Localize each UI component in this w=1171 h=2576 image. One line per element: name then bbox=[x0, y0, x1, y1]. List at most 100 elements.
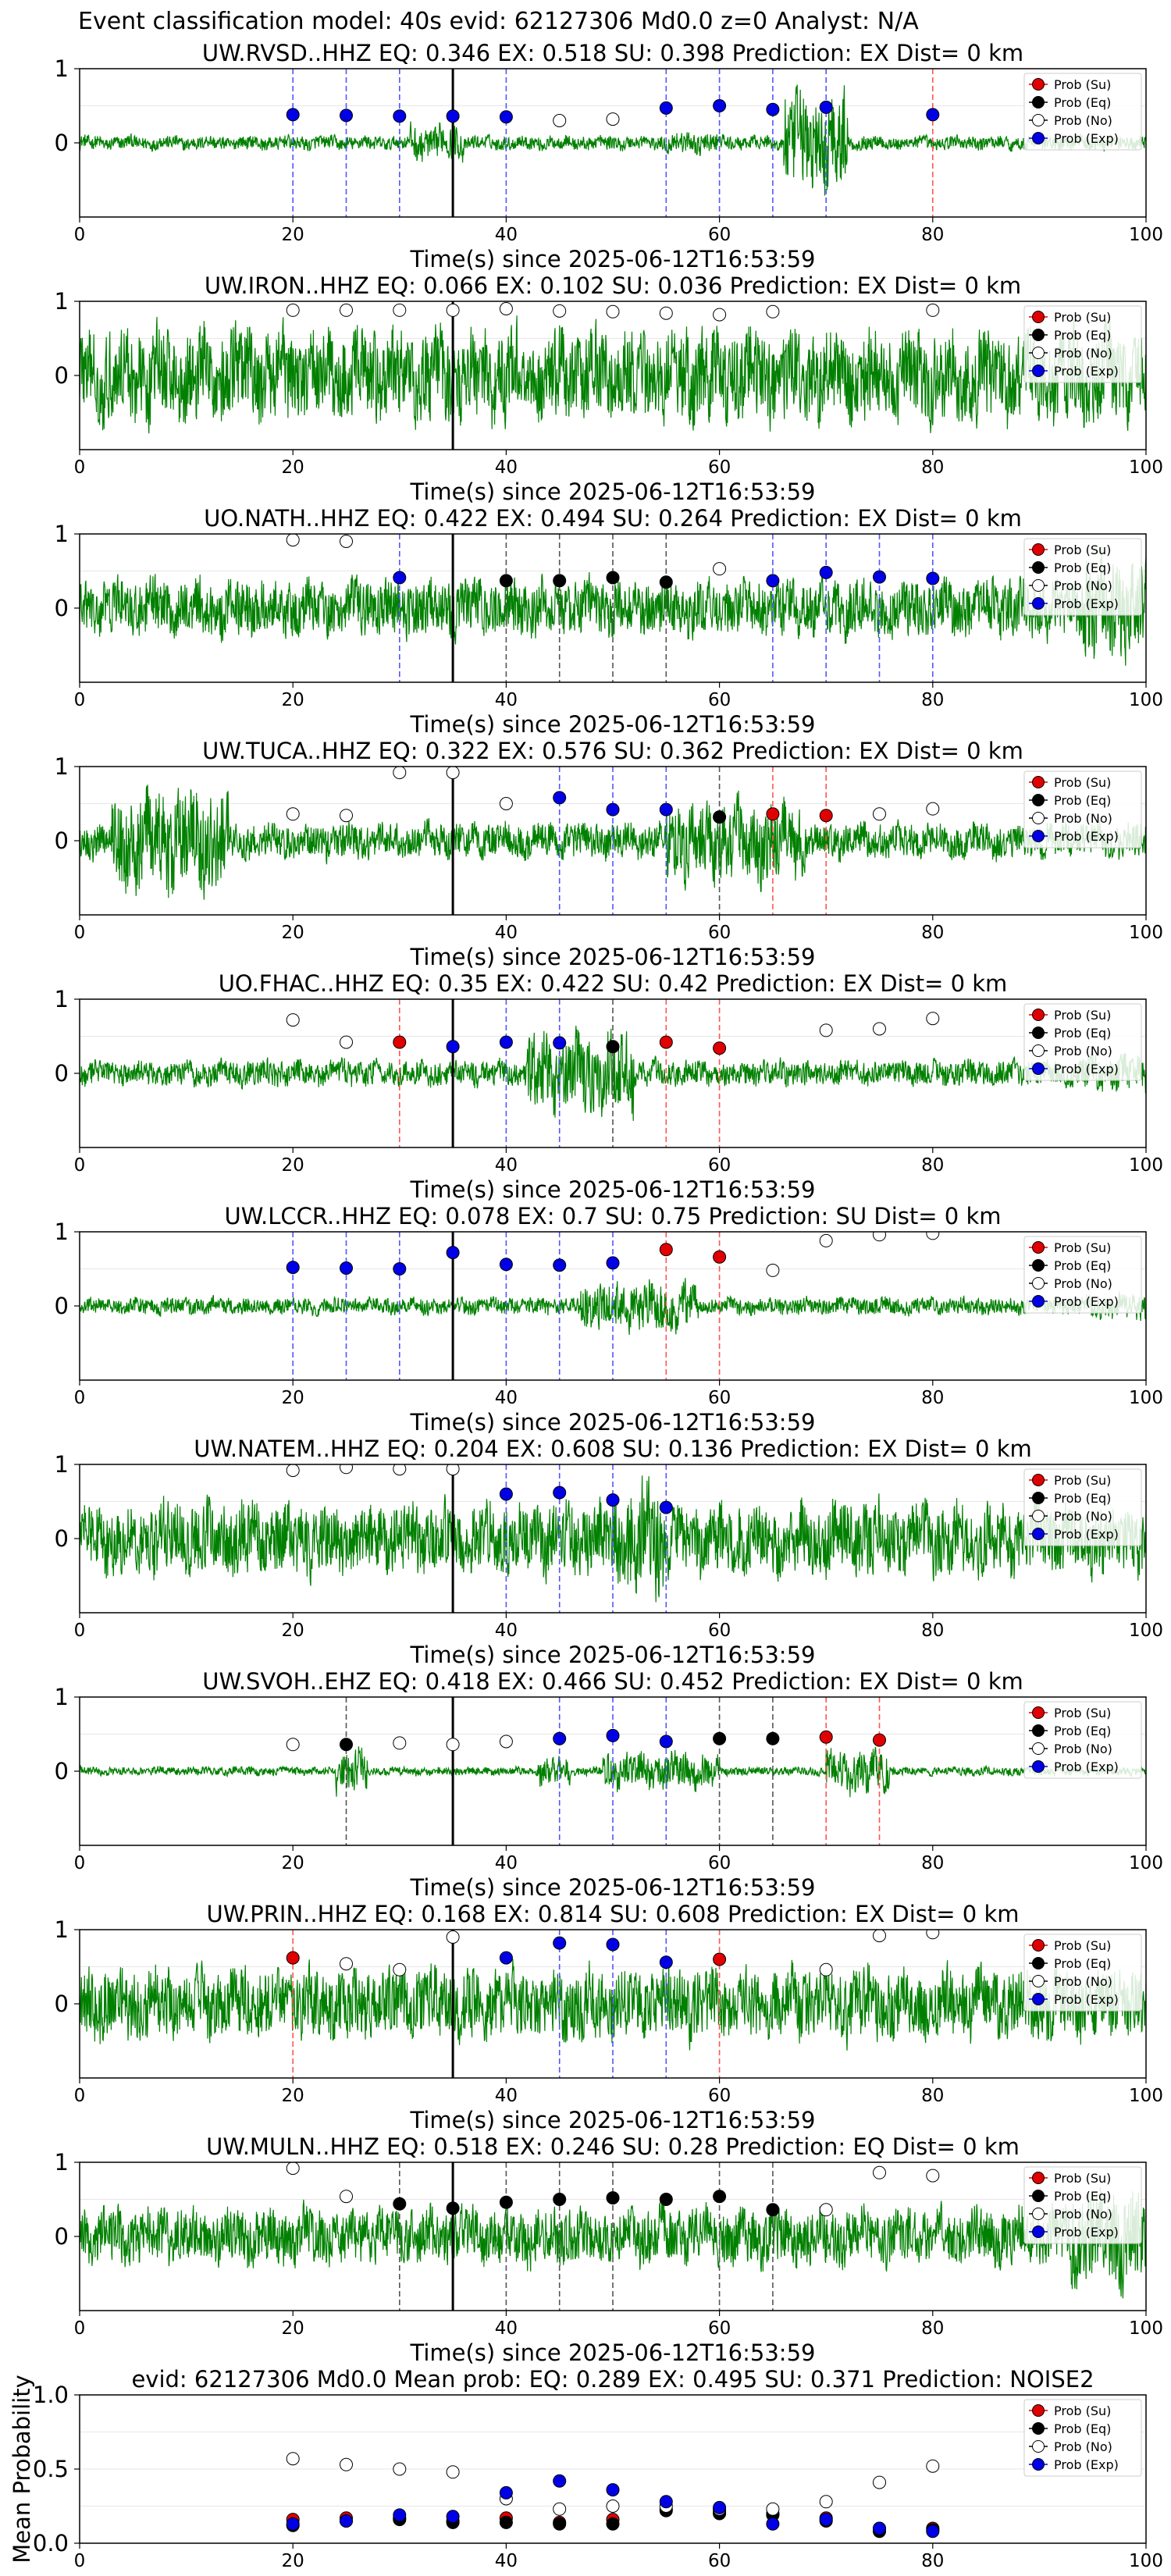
mean-probability-panel: evid: 62127306 Md0.0 Mean prob: EQ: 0.28… bbox=[9, 2366, 1163, 2571]
prob-marker-exp bbox=[659, 1500, 673, 1514]
figure-title: Event classification model: 40s evid: 62… bbox=[78, 8, 919, 35]
waveform-trace bbox=[80, 1025, 1146, 1121]
legend-label-exp: Prob (Exp) bbox=[1054, 2457, 1119, 2472]
y-tick-label: 1 bbox=[55, 521, 69, 547]
series-point-eq bbox=[499, 2515, 513, 2529]
x-axis-label: Time(s) since 2025-06-12T16:53:59 bbox=[410, 479, 816, 505]
x-tick-label: 40 bbox=[495, 1388, 518, 1408]
x-tick-label: 60 bbox=[708, 1621, 731, 1641]
series-point-exp bbox=[393, 2508, 407, 2522]
x-tick-label: 80 bbox=[921, 923, 944, 943]
prob-marker-exp bbox=[553, 1936, 567, 1950]
prob-marker-exp bbox=[606, 1728, 620, 1742]
waveform-trace bbox=[80, 785, 1146, 900]
y-tick-label: 1 bbox=[55, 2149, 69, 2176]
x-tick-label: 80 bbox=[921, 2318, 944, 2339]
prob-marker-exp bbox=[873, 570, 886, 584]
series-point-no bbox=[873, 2475, 886, 2489]
y-tick-label: 0 bbox=[55, 1060, 69, 1087]
x-tick-label: 100 bbox=[1129, 2318, 1163, 2339]
series-point-no bbox=[766, 2502, 780, 2516]
legend-marker-exp bbox=[1032, 365, 1045, 377]
legend-marker-exp bbox=[1032, 1528, 1045, 1540]
waveform-trace bbox=[80, 315, 1146, 434]
prob-marker-exp bbox=[606, 1937, 620, 1952]
prob-marker-no bbox=[499, 302, 513, 315]
prob-marker-su bbox=[873, 1733, 886, 1747]
legend-marker-no bbox=[1032, 1510, 1045, 1522]
prob-marker-no bbox=[873, 2165, 886, 2179]
series-point-exp bbox=[286, 2517, 300, 2531]
legend-label-exp: Prob (Exp) bbox=[1054, 131, 1119, 146]
legend-marker-eq bbox=[1032, 2422, 1045, 2435]
x-tick-label: 80 bbox=[921, 690, 944, 710]
legend-marker-eq bbox=[1032, 329, 1045, 341]
prob-marker-exp bbox=[446, 109, 460, 123]
legend-marker-su bbox=[1032, 1241, 1045, 1254]
x-tick-label: 20 bbox=[282, 225, 304, 245]
prob-marker-no bbox=[340, 535, 353, 548]
prob-marker-eq bbox=[553, 574, 567, 588]
prob-marker-no bbox=[446, 303, 460, 317]
prob-marker-eq bbox=[713, 2190, 727, 2204]
prob-marker-no bbox=[819, 1233, 833, 1247]
y-tick-label: 1.0 bbox=[33, 2382, 69, 2408]
legend-marker-su bbox=[1032, 2172, 1045, 2184]
panel-title: UW.RVSD..HHZ EQ: 0.346 EX: 0.518 SU: 0.3… bbox=[202, 40, 1023, 66]
series-point-no bbox=[393, 2462, 407, 2476]
panel-title: UW.SVOH..EHZ EQ: 0.418 EX: 0.466 SU: 0.4… bbox=[202, 1668, 1023, 1695]
y-tick-label: 1 bbox=[55, 986, 69, 1012]
y-tick-label: 1 bbox=[55, 288, 69, 315]
legend-marker-no bbox=[1032, 347, 1045, 359]
waveform-trace bbox=[80, 546, 1146, 666]
plot-area bbox=[80, 69, 1146, 217]
x-tick-label: 40 bbox=[495, 457, 518, 478]
prob-marker-no bbox=[340, 1035, 353, 1049]
x-axis-label: Time(s) since 2025-06-12T16:53:59 bbox=[410, 246, 816, 272]
legend-box bbox=[1023, 1701, 1142, 1779]
legend-label-su: Prob (Su) bbox=[1054, 1473, 1111, 1488]
prob-marker-exp bbox=[286, 1261, 300, 1275]
prob-marker-eq bbox=[713, 810, 727, 824]
legend-marker-no bbox=[1032, 2440, 1045, 2453]
x-tick-label: 80 bbox=[921, 1621, 944, 1641]
series-point-eq bbox=[553, 2517, 567, 2531]
prob-marker-eq bbox=[606, 2191, 620, 2205]
legend-label-exp: Prob (Exp) bbox=[1054, 1527, 1119, 1542]
x-tick-label: 60 bbox=[708, 225, 731, 245]
x-tick-label: 20 bbox=[282, 2318, 304, 2339]
prob-marker-exp bbox=[446, 1246, 460, 1260]
plot-area bbox=[80, 301, 1146, 450]
legend-box bbox=[1023, 73, 1142, 151]
legend-marker-no bbox=[1032, 812, 1045, 824]
panel-title: UW.LCCR..HHZ EQ: 0.078 EX: 0.7 SU: 0.75 … bbox=[224, 1203, 1001, 1229]
panel-title: UW.NATEM..HHZ EQ: 0.204 EX: 0.608 SU: 0.… bbox=[194, 1436, 1031, 1462]
prob-marker-exp bbox=[499, 1258, 513, 1272]
prob-marker-no bbox=[926, 2169, 940, 2183]
x-axis-label: Time(s) since 2025-06-12T16:53:59 bbox=[410, 1642, 816, 1668]
y-tick-label: 1 bbox=[55, 1451, 69, 1478]
prob-marker-no bbox=[819, 2203, 833, 2217]
prob-marker-no bbox=[873, 1232, 886, 1242]
prob-marker-exp bbox=[553, 1485, 567, 1500]
y-tick-label: 0 bbox=[55, 1758, 69, 1784]
legend-marker-eq bbox=[1032, 1492, 1045, 1504]
prob-marker-exp bbox=[659, 1955, 673, 1969]
series-point-no bbox=[926, 2459, 940, 2473]
legend-marker-exp bbox=[1032, 1760, 1045, 1773]
prob-marker-no bbox=[286, 2162, 300, 2176]
x-tick-label: 60 bbox=[708, 1853, 731, 1873]
series-point-exp bbox=[713, 2500, 727, 2514]
waveform-trace bbox=[80, 1278, 1146, 1336]
x-tick-label: 100 bbox=[1129, 1155, 1163, 1176]
legend-label-su: Prob (Su) bbox=[1054, 1706, 1111, 1720]
x-tick-label: 80 bbox=[921, 1155, 944, 1176]
prob-marker-no bbox=[713, 308, 727, 322]
plot-area bbox=[80, 2432, 1146, 2539]
x-tick-label: 0 bbox=[74, 457, 86, 478]
prob-marker-eq bbox=[393, 2197, 407, 2211]
prob-marker-exp bbox=[499, 1951, 513, 1965]
x-tick-label: 80 bbox=[921, 2086, 944, 2106]
prob-marker-no bbox=[926, 303, 940, 317]
station-panel-9: UW.PRIN..HHZ EQ: 0.168 EX: 0.814 SU: 0.6… bbox=[55, 1901, 1163, 2133]
